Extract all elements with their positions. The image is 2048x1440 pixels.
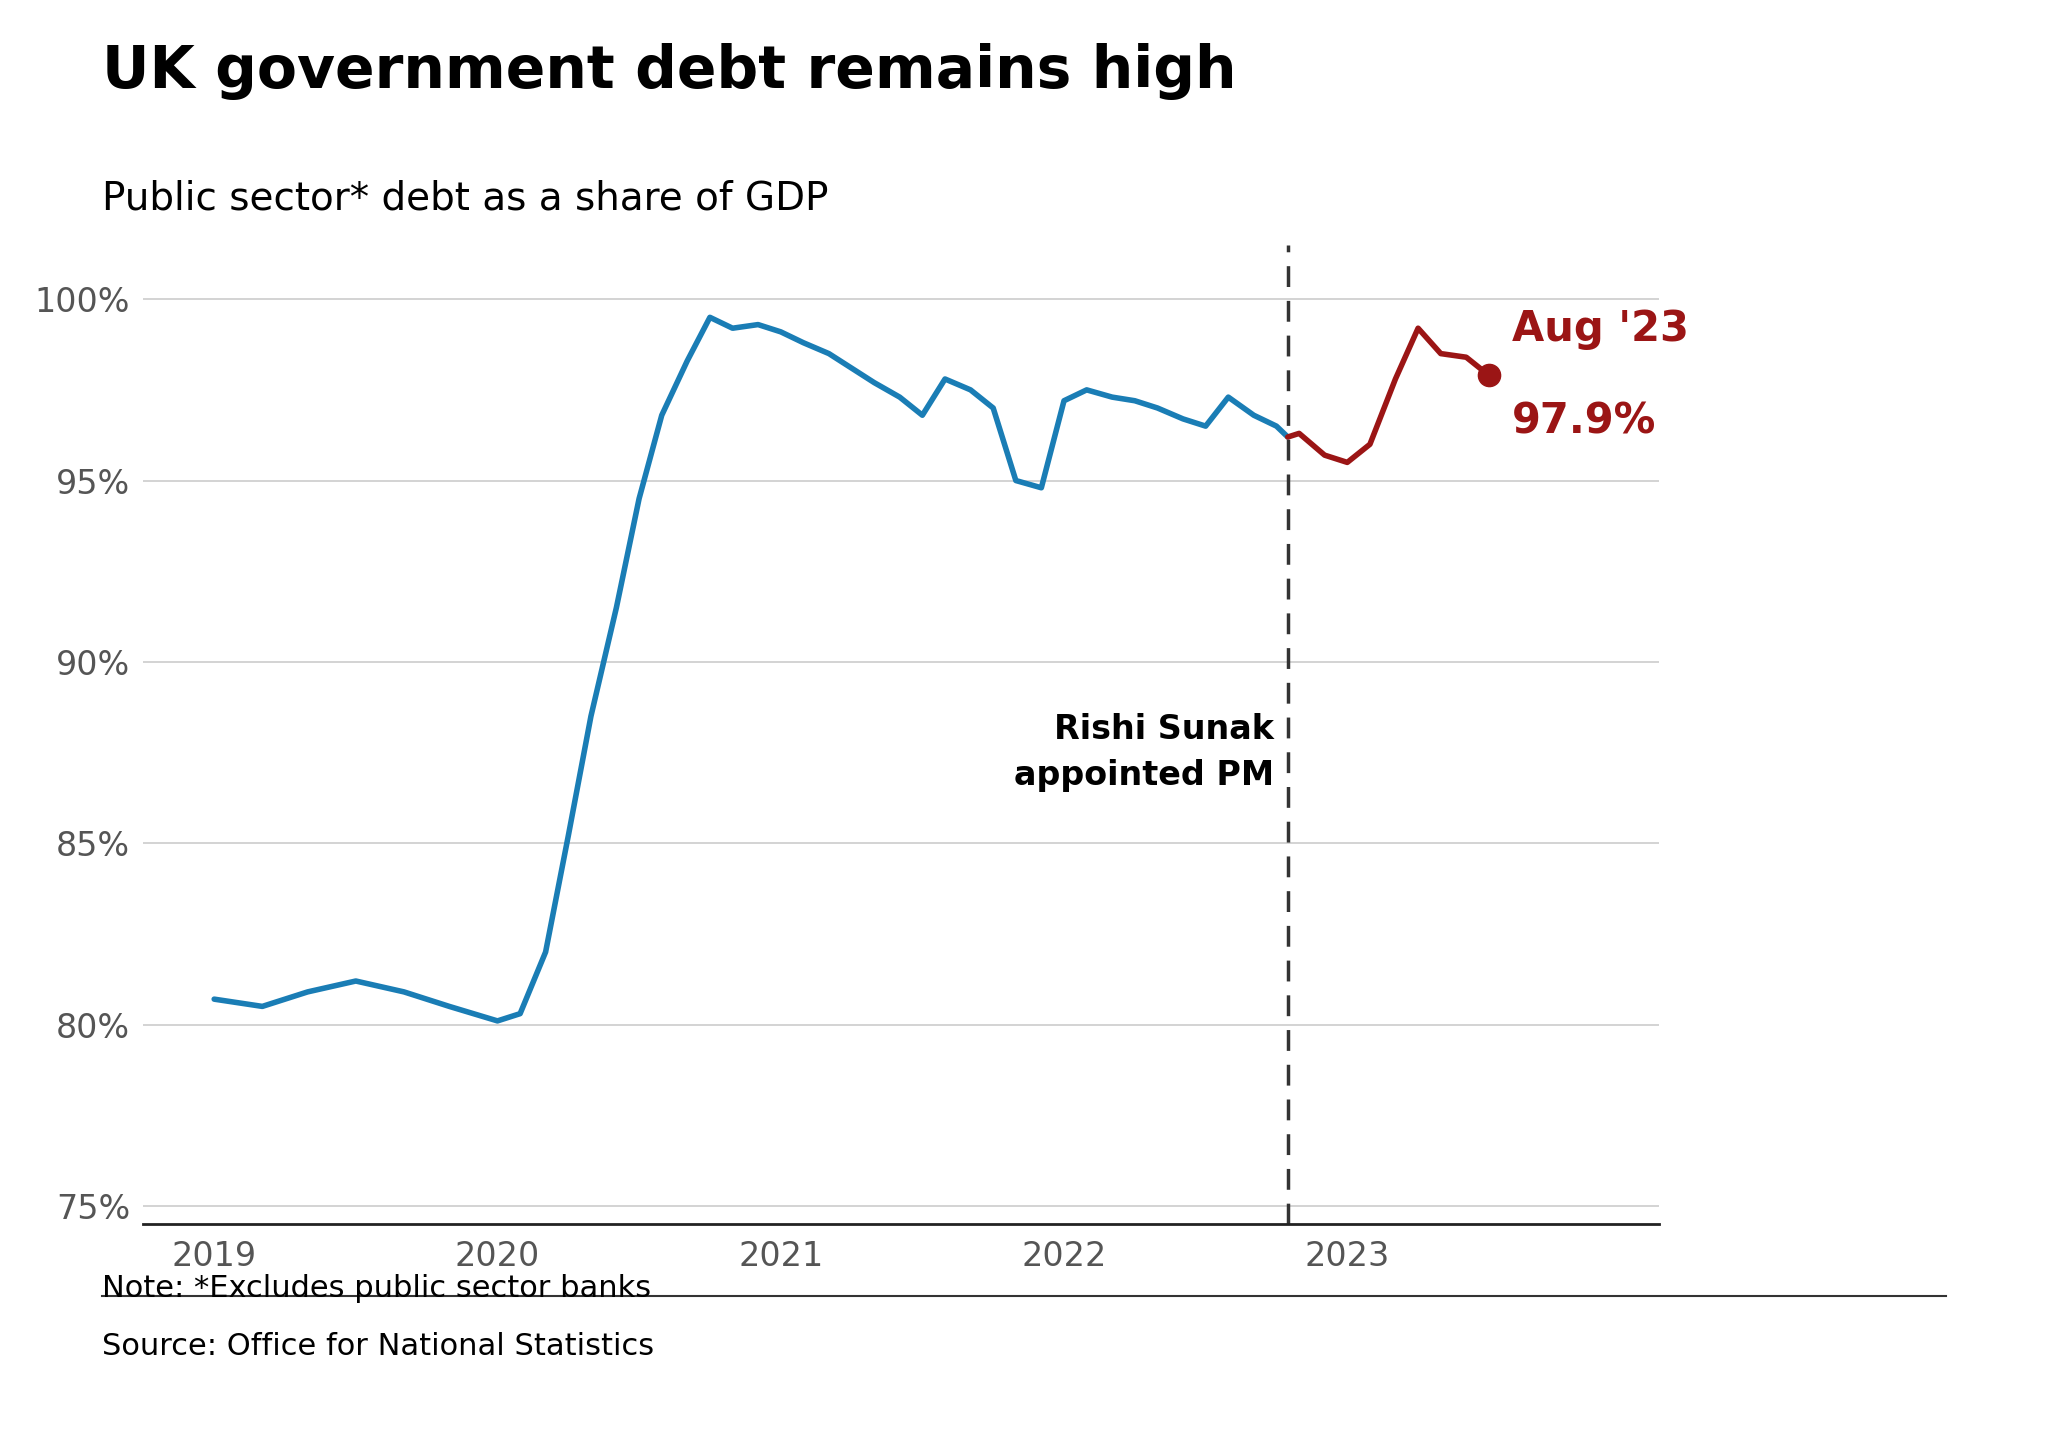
Text: C: C (1985, 1356, 2005, 1385)
Text: B: B (1894, 1356, 1919, 1385)
Text: B: B (1806, 1356, 1831, 1385)
Text: Source: Office for National Statistics: Source: Office for National Statistics (102, 1332, 655, 1361)
Text: Public sector* debt as a share of GDP: Public sector* debt as a share of GDP (102, 180, 829, 217)
Text: Note: *Excludes public sector banks: Note: *Excludes public sector banks (102, 1274, 651, 1303)
Text: Aug '23: Aug '23 (1511, 308, 1690, 350)
Text: 97.9%: 97.9% (1511, 400, 1657, 442)
Text: UK government debt remains high: UK government debt remains high (102, 43, 1237, 101)
Text: Rishi Sunak
appointed PM: Rishi Sunak appointed PM (1014, 713, 1274, 792)
